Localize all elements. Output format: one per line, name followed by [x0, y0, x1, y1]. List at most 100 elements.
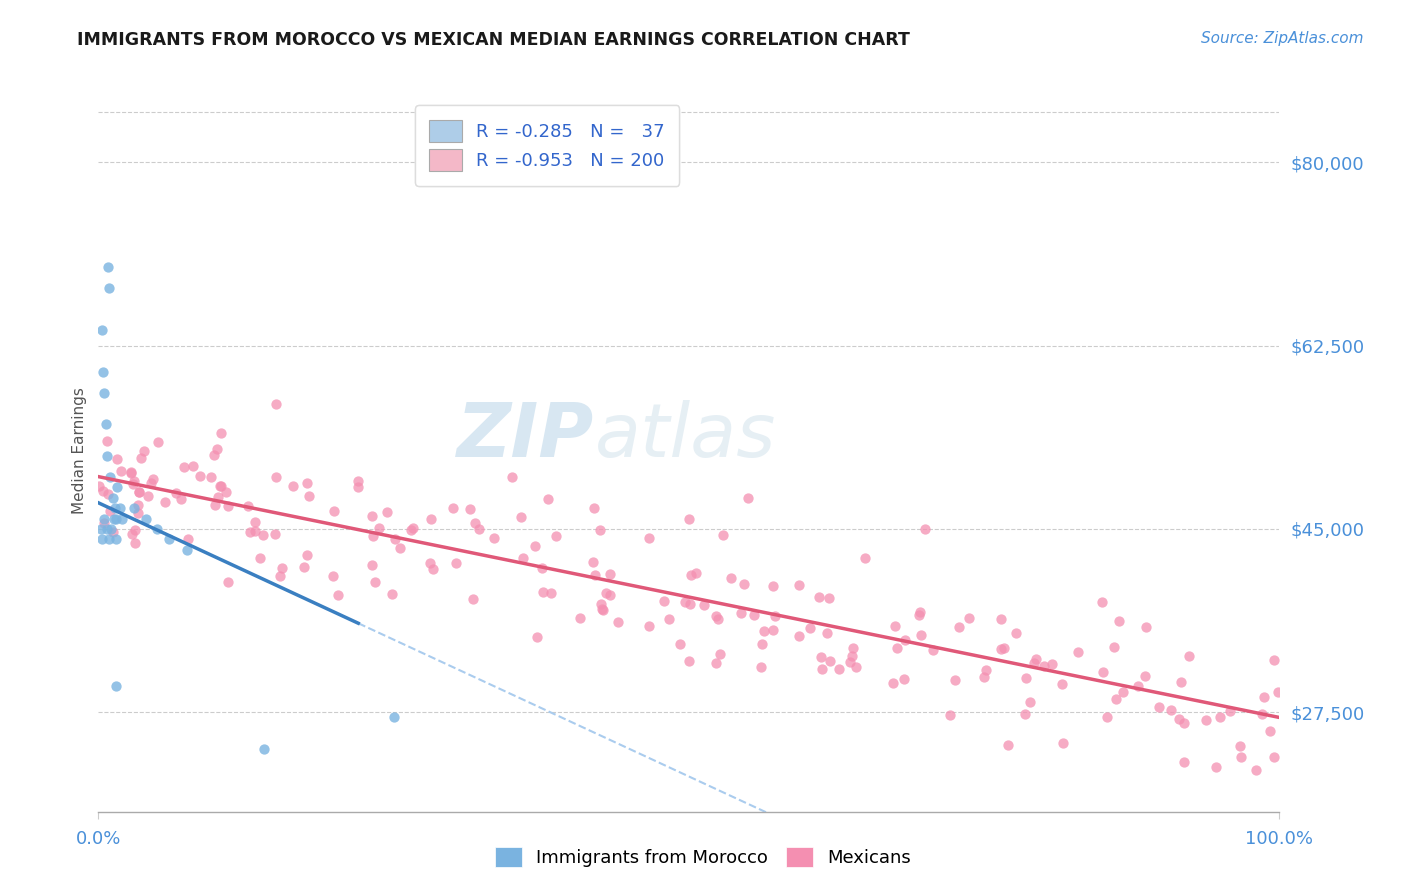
Point — [136, 489, 159, 503]
Point — [132, 443, 155, 458]
Point — [128, 485, 150, 500]
Point — [269, 568, 291, 582]
Point — [807, 590, 830, 604]
Point — [1195, 713, 1218, 727]
Point — [361, 508, 384, 523]
Point — [375, 505, 398, 519]
Point — [1263, 750, 1285, 764]
Point — [239, 524, 262, 539]
Point — [1147, 700, 1170, 714]
Point — [361, 558, 384, 572]
Point — [326, 588, 349, 602]
Point — [122, 475, 145, 489]
Point — [886, 640, 908, 655]
Point — [501, 469, 523, 483]
Point — [1052, 736, 1074, 750]
Point — [1091, 595, 1114, 609]
Point — [91, 483, 114, 498]
Point — [882, 676, 904, 690]
Point — [173, 459, 195, 474]
Point — [402, 521, 425, 535]
Point — [763, 608, 786, 623]
Legend: Immigrants from Morocco, Mexicans: Immigrants from Morocco, Mexicans — [488, 839, 918, 874]
Point — [209, 426, 232, 441]
Point — [238, 499, 260, 513]
Point — [298, 489, 321, 503]
Point — [582, 555, 605, 569]
Point — [422, 562, 444, 576]
Point — [658, 612, 681, 626]
Point — [295, 548, 318, 562]
Point — [105, 511, 128, 525]
Point — [419, 556, 441, 570]
Point — [264, 469, 287, 483]
Point — [990, 641, 1012, 656]
Point — [512, 551, 534, 566]
Point — [799, 621, 821, 635]
Point — [384, 533, 406, 547]
Point — [1170, 675, 1192, 690]
Point — [204, 498, 226, 512]
Point — [1133, 669, 1156, 683]
Point — [1112, 685, 1135, 699]
Point — [468, 523, 491, 537]
Point — [592, 603, 614, 617]
Point — [90, 522, 112, 536]
Point — [908, 605, 931, 619]
Point — [263, 527, 285, 541]
Point — [1267, 685, 1289, 699]
Point — [1209, 710, 1232, 724]
Point — [569, 611, 592, 625]
Point — [1160, 703, 1182, 717]
Point — [1091, 665, 1114, 680]
Point — [1230, 750, 1253, 764]
Point — [692, 598, 714, 612]
Point — [94, 417, 117, 432]
Point — [89, 479, 111, 493]
Point — [762, 579, 785, 593]
Point — [176, 543, 198, 558]
Point — [678, 655, 700, 669]
Point — [957, 611, 980, 625]
Point — [1173, 756, 1195, 770]
Point — [214, 485, 236, 500]
Point — [110, 464, 132, 478]
Point — [128, 485, 150, 500]
Point — [91, 533, 114, 547]
Point — [669, 637, 692, 651]
Point — [993, 640, 1015, 655]
Point — [364, 575, 387, 590]
Point — [844, 660, 866, 674]
Point — [202, 449, 225, 463]
Point — [990, 612, 1012, 626]
Point — [530, 560, 553, 574]
Point — [737, 491, 759, 505]
Point — [526, 630, 548, 644]
Point — [441, 501, 464, 516]
Point — [1258, 723, 1281, 738]
Point — [762, 623, 785, 637]
Point — [1263, 653, 1285, 667]
Point — [124, 523, 146, 537]
Point — [907, 607, 929, 622]
Point — [142, 472, 165, 486]
Point — [1108, 614, 1130, 628]
Point — [399, 523, 422, 537]
Point — [245, 524, 267, 538]
Point — [217, 499, 239, 513]
Point — [105, 451, 128, 466]
Point — [607, 615, 630, 629]
Point — [100, 522, 122, 536]
Point — [997, 738, 1019, 752]
Point — [591, 597, 613, 611]
Point — [297, 475, 319, 490]
Point — [1219, 704, 1241, 718]
Point — [381, 587, 404, 601]
Point — [742, 608, 765, 623]
Point — [1253, 690, 1275, 704]
Y-axis label: Median Earnings: Median Earnings — [72, 387, 87, 514]
Point — [673, 594, 696, 608]
Point — [1040, 657, 1063, 671]
Point — [446, 556, 468, 570]
Point — [1067, 645, 1090, 659]
